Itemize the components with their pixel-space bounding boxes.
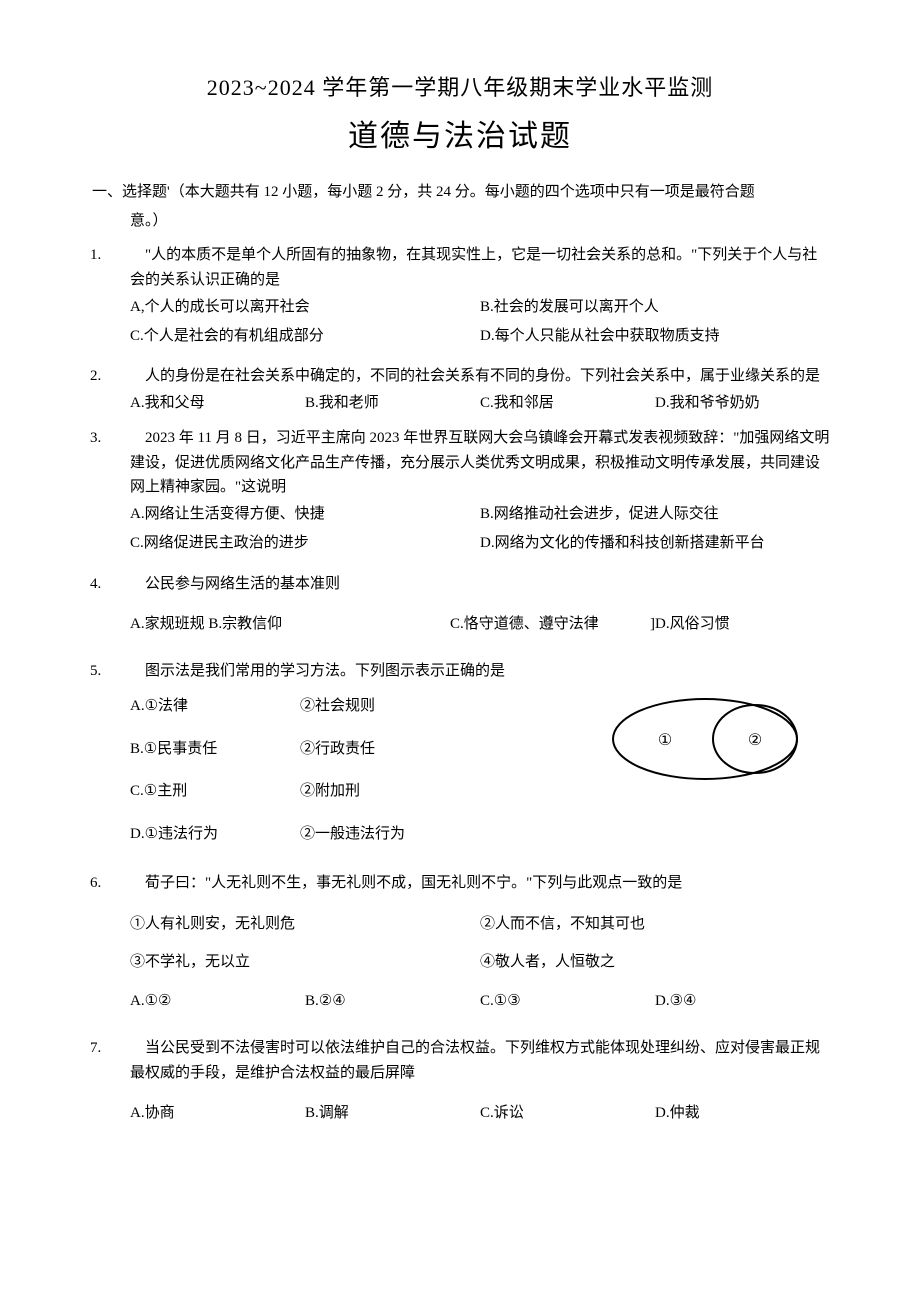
- question-text: "人的本质不是单个人所固有的抽象物，在其现实性上，它是一切社会关系的总和。"下列…: [130, 243, 830, 293]
- question-5: 5. 图示法是我们常用的学习方法。下列图示表示正确的是 A.①法律 ②社会规则 …: [90, 659, 830, 865]
- option-b: B.②④: [305, 989, 480, 1014]
- question-3: 3. 2023 年 11 月 8 日，习近平主席向 2023 年世界互联网大会乌…: [90, 426, 830, 566]
- option-d: D.网络为文化的传播和科技创新搭建新平台: [480, 531, 830, 556]
- question-number: 1.: [90, 243, 130, 358]
- option-c: C.恪守道德、遵守法律: [450, 612, 650, 637]
- venn-label-2: ②: [748, 732, 762, 749]
- option-d: D.每个人只能从社会中获取物质支持: [480, 324, 830, 349]
- venn-diagram: ① ②: [610, 689, 820, 798]
- question-number: 2.: [90, 364, 130, 420]
- question-1: 1. "人的本质不是单个人所固有的抽象物，在其现实性上，它是一切社会关系的总和。…: [90, 243, 830, 358]
- option-c-1: C.①主刑: [130, 779, 300, 804]
- option-a: A.网络让生活变得方便、快捷: [130, 502, 480, 527]
- option-b: B.调解: [305, 1101, 480, 1126]
- option-b: B.网络推动社会进步，促进人际交往: [480, 502, 830, 527]
- section-1-heading-a: 一、选择题'（本大题共有 12 小题，每小题 2 分，共 24 分。每小题的四个…: [90, 180, 830, 205]
- option-b-1: B.①民事责任: [130, 737, 300, 762]
- question-number: 3.: [90, 426, 130, 566]
- option-b: B.我和老师: [305, 391, 480, 416]
- option-c: C.我和邻居: [480, 391, 655, 416]
- exam-header-line2: 道德与法治试题: [90, 112, 830, 162]
- question-text: 人的身份是在社会关系中确定的，不同的社会关系有不同的身份。下列社会关系中，属于业…: [130, 364, 830, 389]
- option-c: C.诉讼: [480, 1101, 655, 1126]
- option-a: A,个人的成长可以离开社会: [130, 295, 480, 320]
- question-text: 公民参与网络生活的基本准则: [130, 572, 830, 597]
- exam-header-line1: 2023~2024 学年第一学期八年级期末学业水平监测: [90, 70, 830, 106]
- option-d: D.仲裁: [655, 1101, 830, 1126]
- question-4: 4. 公民参与网络生活的基本准则 A.家规班规 B.宗教信仰 C.恪守道德、遵守…: [90, 572, 830, 654]
- question-2: 2. 人的身份是在社会关系中确定的，不同的社会关系有不同的身份。下列社会关系中，…: [90, 364, 830, 420]
- statement-3: ③不学礼，无以立: [130, 950, 480, 975]
- option-a-1: A.①法律: [130, 694, 300, 719]
- option-c: C.网络促进民主政治的进步: [130, 531, 480, 556]
- question-number: 7.: [90, 1036, 130, 1130]
- statement-4: ④敬人者，人恒敬之: [480, 950, 830, 975]
- question-text: 当公民受到不法侵害时可以依法维护自己的合法权益。下列维权方式能体现处理纠纷、应对…: [130, 1036, 830, 1086]
- question-text: 图示法是我们常用的学习方法。下列图示表示正确的是: [130, 659, 830, 684]
- option-d-2: ②一般违法行为: [300, 822, 830, 847]
- statement-1: ①人有礼则安，无礼则危: [130, 912, 480, 937]
- option-a: A.我和父母: [130, 391, 305, 416]
- question-text: 2023 年 11 月 8 日，习近平主席向 2023 年世界互联网大会乌镇峰会…: [130, 426, 830, 500]
- statement-2: ②人而不信，不知其可也: [480, 912, 830, 937]
- option-b: B.社会的发展可以离开个人: [480, 295, 830, 320]
- question-text: 荀子曰："人无礼则不生，事无礼则不成，国无礼则不宁。"下列与此观点一致的是: [130, 871, 830, 896]
- option-d-1: D.①违法行为: [130, 822, 300, 847]
- question-number: 6.: [90, 871, 130, 1030]
- option-ab: A.家规班规 B.宗教信仰: [130, 612, 450, 637]
- question-number: 4.: [90, 572, 130, 654]
- question-7: 7. 当公民受到不法侵害时可以依法维护自己的合法权益。下列维权方式能体现处理纠纷…: [90, 1036, 830, 1130]
- option-c: C.个人是社会的有机组成部分: [130, 324, 480, 349]
- venn-label-1: ①: [658, 732, 672, 749]
- option-d: D.③④: [655, 989, 830, 1014]
- question-number: 5.: [90, 659, 130, 865]
- option-d: D.我和爷爷奶奶: [655, 391, 830, 416]
- section-1-heading-b: 意。）: [90, 209, 830, 234]
- option-a: A.协商: [130, 1101, 305, 1126]
- option-d: ]D.风俗习惯: [650, 612, 830, 637]
- option-a: A.①②: [130, 989, 305, 1014]
- question-6: 6. 荀子曰："人无礼则不生，事无礼则不成，国无礼则不宁。"下列与此观点一致的是…: [90, 871, 830, 1030]
- option-c: C.①③: [480, 989, 655, 1014]
